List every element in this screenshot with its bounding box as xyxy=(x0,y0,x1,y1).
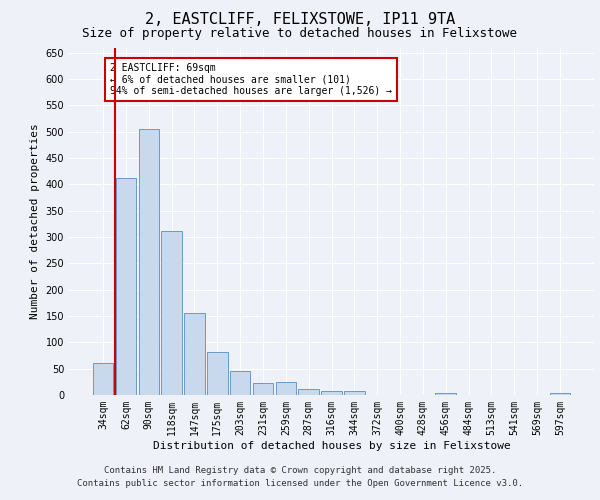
Bar xyxy=(550,393,570,395)
Bar xyxy=(93,364,113,395)
Text: Contains HM Land Registry data © Crown copyright and database right 2025.
Contai: Contains HM Land Registry data © Crown c… xyxy=(77,466,523,487)
Bar xyxy=(298,389,319,395)
Bar xyxy=(230,371,250,395)
Bar xyxy=(207,352,227,395)
Bar xyxy=(321,391,342,395)
Bar xyxy=(139,128,159,395)
Text: 2 EASTCLIFF: 69sqm
← 6% of detached houses are smaller (101)
94% of semi-detache: 2 EASTCLIFF: 69sqm ← 6% of detached hous… xyxy=(110,64,392,96)
Y-axis label: Number of detached properties: Number of detached properties xyxy=(30,124,40,319)
Text: 2, EASTCLIFF, FELIXSTOWE, IP11 9TA: 2, EASTCLIFF, FELIXSTOWE, IP11 9TA xyxy=(145,12,455,28)
X-axis label: Distribution of detached houses by size in Felixstowe: Distribution of detached houses by size … xyxy=(152,440,511,450)
Bar xyxy=(161,230,182,395)
Bar xyxy=(184,314,205,395)
Bar xyxy=(275,382,296,395)
Bar xyxy=(436,394,456,395)
Bar xyxy=(344,392,365,395)
Text: Size of property relative to detached houses in Felixstowe: Size of property relative to detached ho… xyxy=(83,28,517,40)
Bar xyxy=(116,178,136,395)
Bar xyxy=(253,384,273,395)
